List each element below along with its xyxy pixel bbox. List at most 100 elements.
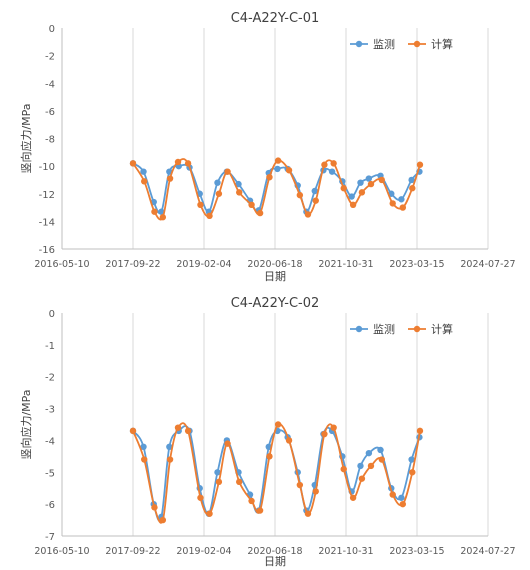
legend-label: 计算	[431, 37, 453, 51]
data-point	[274, 157, 282, 164]
y-axis-title: 竖向应力/MPa	[19, 103, 33, 173]
data-point	[398, 494, 405, 501]
data-point	[166, 456, 174, 463]
x-tick-label: 2020-06-18	[247, 259, 302, 270]
data-point	[248, 201, 255, 208]
data-point	[224, 168, 231, 175]
data-point	[166, 443, 173, 450]
data-point	[236, 189, 243, 196]
data-point	[389, 200, 396, 207]
data-point	[206, 212, 213, 220]
data-point	[214, 469, 221, 476]
x-tick-label: 2019-02-04	[176, 546, 231, 557]
data-point	[377, 446, 384, 454]
data-point	[248, 497, 255, 505]
data-point	[151, 504, 158, 511]
data-point	[266, 173, 273, 181]
data-point	[365, 449, 373, 457]
data-point	[129, 427, 137, 435]
legend-label: 监测	[373, 38, 395, 51]
y-tick-label: -4	[45, 79, 55, 90]
data-point	[367, 462, 375, 470]
data-point	[159, 214, 167, 221]
y-tick-label: -7	[45, 532, 55, 543]
data-point	[312, 197, 319, 204]
y-tick-label: -10	[39, 162, 55, 173]
data-point	[224, 440, 231, 447]
y-tick-label: -3	[45, 405, 55, 416]
data-point	[340, 465, 347, 473]
y-axis-title: 竖向应力/MPa	[19, 389, 33, 459]
x-tick-label: 2021-10-31	[318, 259, 373, 270]
x-tick-label: 2023-03-15	[389, 546, 444, 557]
data-point	[409, 185, 416, 192]
y-tick-label: -14	[39, 217, 55, 228]
data-point	[357, 179, 364, 186]
data-point	[408, 456, 415, 463]
data-point	[416, 161, 424, 168]
data-point	[378, 456, 385, 463]
data-point	[328, 168, 336, 175]
y-tick-label: -2	[45, 52, 55, 63]
legend-swatch-marker	[355, 40, 363, 48]
y-tick-label: 0	[49, 309, 55, 320]
y-tick-label: -5	[45, 468, 55, 479]
y-tick-label: -2	[45, 373, 55, 384]
data-point	[365, 175, 373, 182]
data-point	[408, 176, 415, 184]
data-point	[274, 421, 282, 428]
data-point	[304, 211, 312, 218]
y-tick-label: 0	[49, 24, 55, 35]
data-point	[140, 443, 147, 450]
data-point	[357, 462, 364, 470]
legend-item: 计算	[408, 37, 453, 51]
y-tick-label: -4	[45, 436, 55, 447]
legend-swatch-marker	[413, 40, 421, 48]
legend-swatch-marker	[413, 325, 421, 333]
data-point	[416, 427, 424, 435]
data-point	[349, 201, 357, 208]
chart-title: C4-A22Y-C-02	[231, 296, 320, 311]
data-point	[274, 165, 281, 173]
data-point	[129, 160, 137, 167]
data-point	[141, 456, 148, 463]
legend-swatch-marker	[355, 325, 363, 333]
x-tick-label: 2017-09-22	[105, 259, 160, 270]
data-point	[236, 478, 243, 486]
data-point	[206, 510, 213, 517]
y-tick-label: -1	[45, 341, 55, 352]
y-tick-label: -6	[45, 500, 55, 511]
x-tick-label: 2024-07-27	[460, 259, 515, 270]
y-tick-label: -6	[45, 107, 55, 118]
legend-item: 计算	[408, 322, 453, 336]
data-point	[399, 500, 406, 508]
legend-label: 监测	[373, 323, 395, 336]
chart-2: 0 -1 -2 -3 -4 -5 -6 -7 2016-05-10 2017-09-22 2019-…	[19, 296, 516, 568]
data-point	[197, 494, 204, 501]
data-point	[214, 179, 221, 186]
x-tick-label: 2021-10-31	[318, 546, 373, 557]
data-point	[349, 494, 357, 501]
data-point	[330, 424, 337, 431]
data-point	[398, 196, 405, 203]
data-point	[358, 475, 366, 482]
x-axis-title: 日期	[264, 270, 286, 283]
x-tick-label: 2017-09-22	[105, 546, 160, 557]
data-point	[197, 201, 204, 208]
legend-item: 监测	[350, 323, 395, 336]
x-axis-title: 日期	[264, 555, 286, 568]
legend-item: 监测	[350, 38, 395, 51]
legend-label: 计算	[431, 322, 453, 336]
data-point	[389, 491, 396, 498]
data-point	[409, 469, 416, 476]
x-tick-label: 2016-05-10	[34, 259, 89, 270]
data-point	[158, 208, 165, 215]
data-point	[215, 478, 223, 486]
data-point	[285, 167, 293, 174]
y-tick-label: -8	[45, 135, 55, 146]
y-tick-label: -16	[39, 245, 55, 256]
data-point	[256, 209, 264, 217]
y-tick-label: -12	[39, 190, 55, 201]
data-point	[358, 189, 366, 196]
